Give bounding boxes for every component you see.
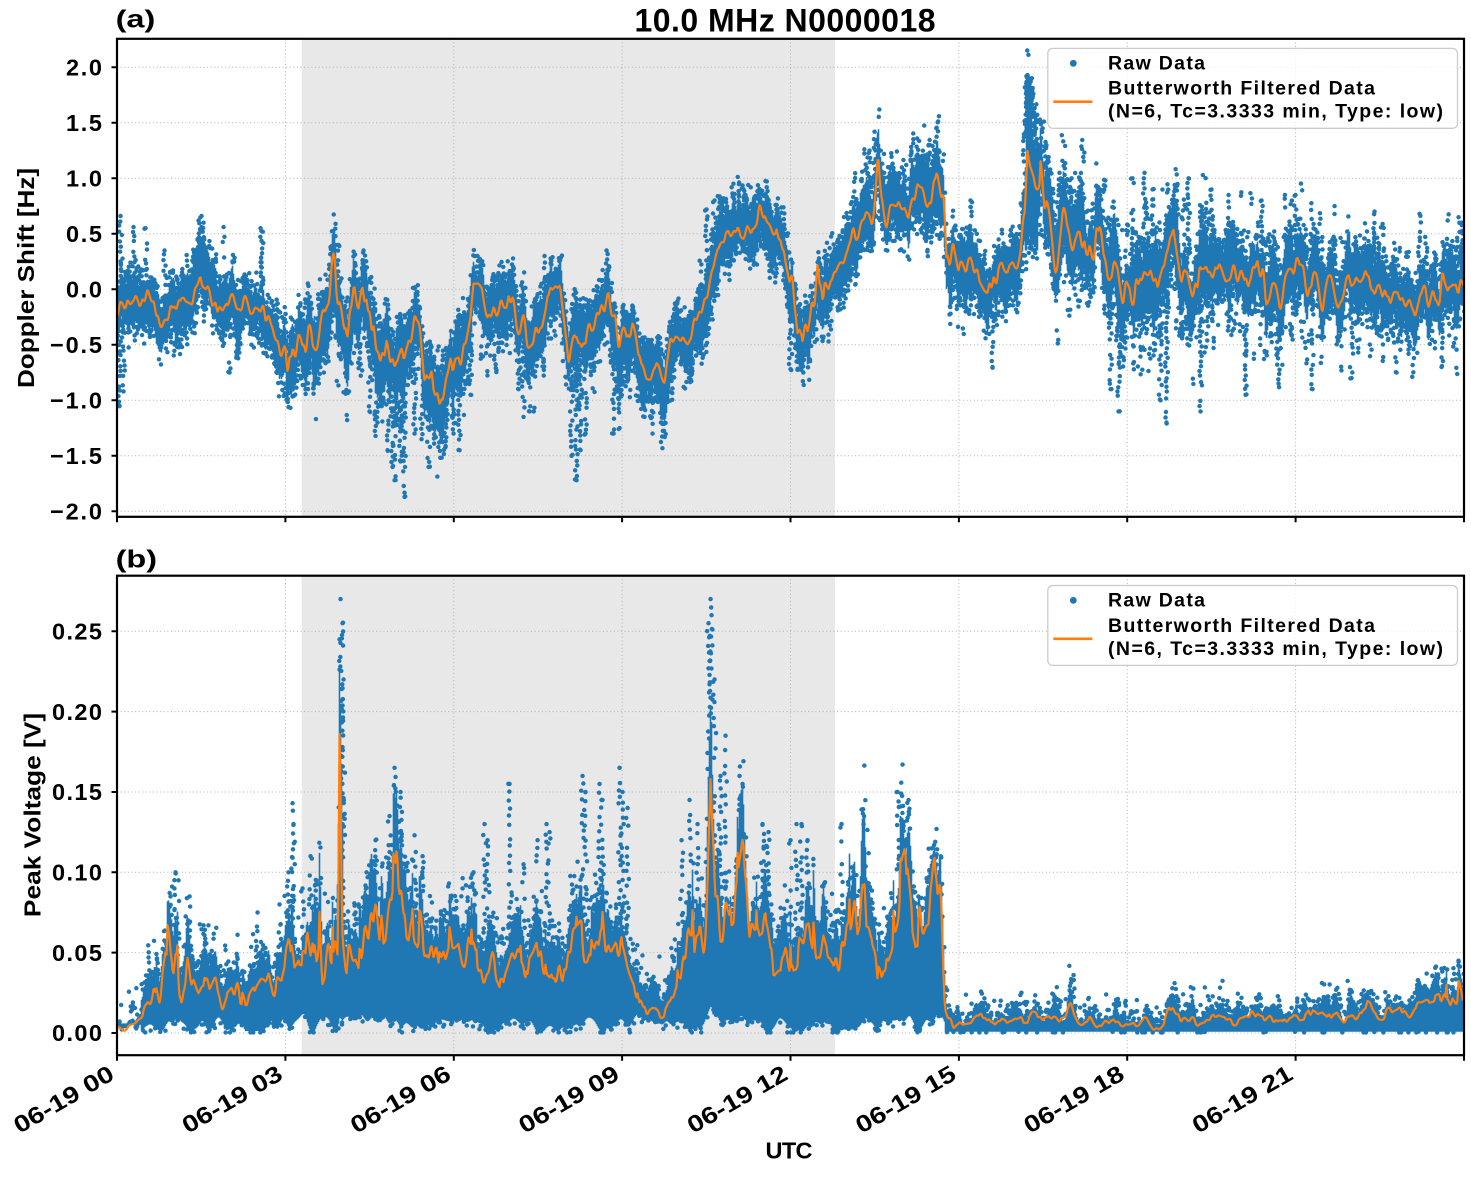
svg-text:Raw Data: Raw Data bbox=[1108, 52, 1205, 74]
svg-text:Raw Data: Raw Data bbox=[1108, 589, 1205, 611]
svg-text:Doppler Shift [Hz]: Doppler Shift [Hz] bbox=[14, 168, 40, 388]
svg-text:2.0: 2.0 bbox=[66, 55, 102, 81]
svg-text:(N=6, Tc=3.3333 min, Type: low: (N=6, Tc=3.3333 min, Type: low) bbox=[1108, 101, 1443, 123]
svg-text:UTC: UTC bbox=[766, 1137, 813, 1163]
svg-text:1.0: 1.0 bbox=[66, 166, 102, 192]
svg-text:0.05: 0.05 bbox=[52, 940, 102, 966]
svg-text:−0.5: −0.5 bbox=[50, 332, 102, 358]
svg-text:−2.0: −2.0 bbox=[50, 499, 102, 525]
svg-text:0.0: 0.0 bbox=[66, 277, 102, 303]
svg-text:0.5: 0.5 bbox=[66, 221, 102, 247]
svg-text:(a): (a) bbox=[116, 6, 156, 34]
svg-text:0.25: 0.25 bbox=[52, 619, 102, 645]
svg-text:−1.0: −1.0 bbox=[50, 388, 102, 414]
svg-text:Butterworth Filtered Data: Butterworth Filtered Data bbox=[1108, 78, 1375, 100]
svg-text:(N=6, Tc=3.3333 min, Type: low: (N=6, Tc=3.3333 min, Type: low) bbox=[1108, 638, 1443, 660]
svg-text:Peak Voltage [V]: Peak Voltage [V] bbox=[20, 713, 46, 917]
svg-text:0.10: 0.10 bbox=[52, 860, 102, 886]
svg-text:0.15: 0.15 bbox=[52, 779, 102, 805]
svg-text:0.00: 0.00 bbox=[52, 1020, 102, 1046]
svg-text:1.5: 1.5 bbox=[66, 110, 102, 136]
svg-text:0.20: 0.20 bbox=[52, 699, 102, 725]
svg-text:−1.5: −1.5 bbox=[50, 443, 102, 469]
svg-text:10.0 MHz N0000018: 10.0 MHz N0000018 bbox=[635, 2, 936, 38]
svg-text:(b): (b) bbox=[116, 546, 157, 574]
svg-text:Butterworth Filtered Data: Butterworth Filtered Data bbox=[1108, 615, 1375, 637]
